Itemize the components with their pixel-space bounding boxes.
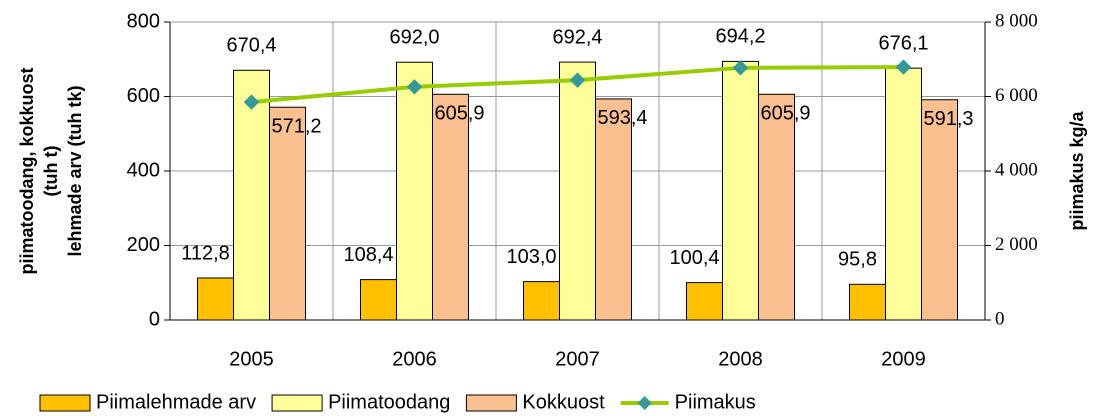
bar [360, 279, 397, 321]
line-marker [895, 59, 912, 75]
y-tick-label: 200 [127, 234, 160, 256]
y2-tick-label: 2 000 [995, 234, 1038, 255]
x-tick-label: 2008 [718, 348, 763, 370]
bar [269, 106, 306, 321]
legend-label: Kokkuost [522, 391, 605, 413]
legend-label: Piimalehmade arv [96, 391, 256, 413]
line-marker [406, 79, 423, 95]
y-tick-label: 0 [149, 308, 160, 330]
y-axis-title-line: piimatoodang, kokkuost [17, 67, 37, 274]
data-label: 112,8 [181, 242, 230, 264]
bar [523, 281, 560, 321]
line-marker [243, 94, 260, 110]
data-label: 605,9 [761, 103, 811, 125]
legend-swatch [465, 394, 517, 412]
y-tick-label: 800 [127, 10, 160, 32]
y-axis-title-line: (tuh t) [41, 146, 61, 197]
legend-label: Piimakus [675, 391, 756, 413]
y2-axis-title: piimakus kg/a [1067, 110, 1087, 230]
legend-swatch [39, 394, 91, 412]
data-label: 591,3 [924, 108, 974, 130]
data-label: 692,0 [389, 27, 439, 49]
y2-tick-label: 8 000 [995, 10, 1038, 31]
y-tick-label: 600 [127, 85, 160, 107]
data-label: 694,2 [715, 26, 765, 48]
legend-label: Piimatoodang [328, 391, 450, 413]
x-tick-label: 2009 [881, 348, 926, 370]
bar [396, 61, 433, 321]
data-label: 95,8 [838, 249, 877, 271]
data-label: 676,1 [878, 32, 928, 54]
line-marker [732, 60, 749, 76]
data-label: 103,0 [506, 246, 556, 268]
x-tick-label: 2007 [555, 348, 600, 370]
bar [758, 93, 795, 321]
y2-tick-label: 0 [995, 308, 1005, 329]
y2-tick-label: 6 000 [995, 85, 1038, 106]
bar [885, 67, 922, 321]
y-tick-label: 400 [127, 159, 160, 181]
bar [849, 283, 886, 321]
y-axis-title: piimatoodang, kokkuost (tuh t) lehmade arv… [17, 67, 85, 274]
bar [432, 93, 469, 321]
y2-tick-label: 4 000 [995, 159, 1038, 180]
bar [921, 99, 958, 321]
x-tick-label: 2006 [392, 348, 437, 370]
bar [559, 61, 596, 321]
bar [233, 69, 270, 321]
bar [686, 282, 723, 321]
bar [722, 60, 759, 321]
y-axis-title-line: lehmade arv (tuh tk) [65, 85, 85, 256]
data-label: 692,4 [552, 26, 602, 48]
x-tick-label: 2005 [229, 348, 274, 370]
data-label: 108,4 [343, 244, 393, 266]
data-label: 605,9 [435, 103, 485, 125]
bar [595, 98, 632, 321]
legend-marker [637, 396, 652, 410]
bar [197, 277, 234, 321]
data-label: 100,4 [669, 247, 719, 269]
data-label: 670,4 [226, 35, 276, 57]
line-marker [569, 72, 586, 88]
legend-swatch [271, 394, 323, 412]
data-label: 593,4 [598, 107, 648, 129]
data-label: 571,2 [272, 116, 322, 138]
